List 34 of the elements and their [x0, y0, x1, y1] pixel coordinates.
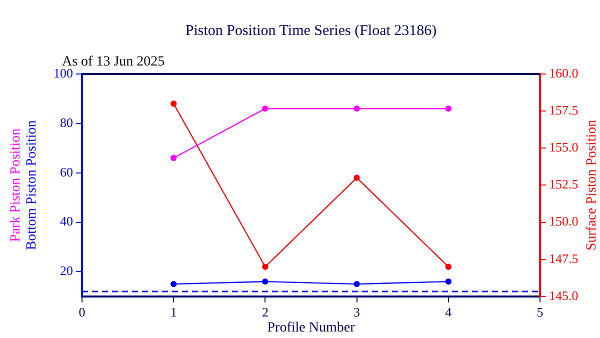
point — [445, 264, 452, 270]
y2-tick-label: 157.5 — [549, 102, 578, 118]
y2-tick-label: 150.0 — [549, 214, 578, 229]
y2-tick-label: 145.0 — [549, 288, 578, 303]
point — [354, 280, 360, 288]
point — [170, 100, 177, 107]
y2-tick-label: 160.0 — [549, 65, 578, 80]
y2-tick-label: 147.5 — [549, 250, 578, 266]
point — [445, 278, 452, 285]
y-tick-label: 80 — [60, 114, 73, 130]
y-tick-label: 40 — [60, 214, 73, 229]
y-tick-label: 60 — [60, 164, 73, 180]
point — [354, 105, 360, 112]
point — [262, 105, 268, 112]
x-tick-label: 2 — [262, 304, 268, 320]
x-tick-label: 5 — [536, 304, 544, 320]
text: Bottom Piston Position — [24, 120, 40, 250]
point — [262, 278, 268, 285]
y2-tick-label: 152.5 — [549, 176, 578, 192]
x-tick-label: 3 — [354, 304, 360, 320]
point — [170, 154, 177, 162]
x-tick-label: 4 — [445, 304, 452, 320]
text: Surface Piston Position — [584, 120, 600, 251]
x-tick-label: 0 — [78, 304, 86, 320]
point — [170, 280, 177, 288]
chart-title: Piston Position Time Series (Float 23186) — [185, 22, 437, 39]
x-tick-label: 1 — [170, 304, 177, 320]
text: Park Piston Position — [8, 128, 24, 242]
point — [354, 174, 360, 181]
x-axis-title: Profile Number — [267, 320, 356, 336]
y2-tick-label: 155.0 — [549, 140, 578, 155]
point — [262, 264, 268, 270]
point — [445, 105, 452, 112]
y-tick-label: 20 — [60, 263, 73, 278]
